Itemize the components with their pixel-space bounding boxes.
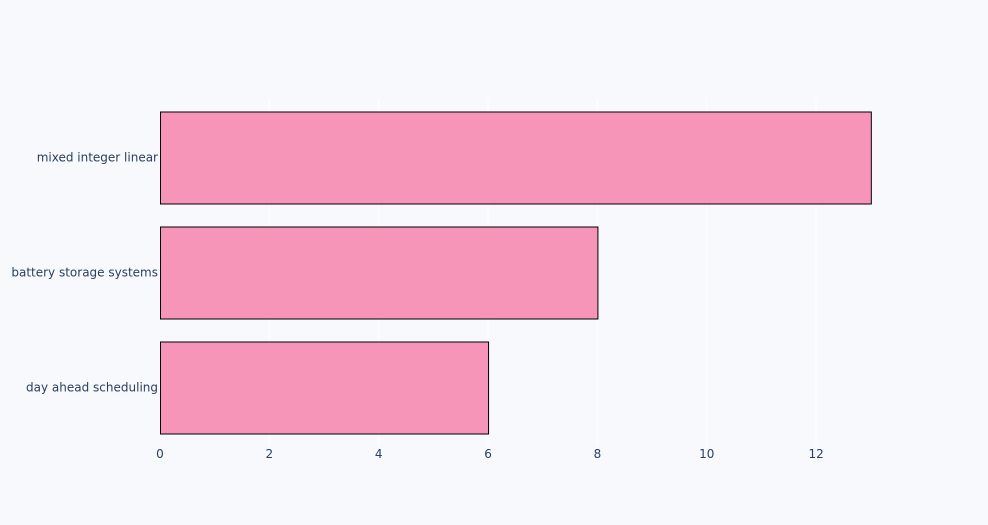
x-tick-label-2: 4 — [375, 447, 383, 461]
category-label-0: day ahead scheduling — [26, 381, 158, 395]
x-tick-label-1: 2 — [266, 447, 274, 461]
x-tick-label-5: 10 — [699, 447, 714, 461]
bar-2[interactable] — [160, 111, 872, 205]
value-axis: 0 2 4 6 8 10 12 — [156, 447, 824, 461]
category-label-2: mixed integer linear — [37, 151, 158, 165]
x-tick-label-3: 6 — [484, 447, 492, 461]
category-axis: day ahead scheduling battery storage syst… — [11, 151, 158, 395]
x-tick-label-4: 8 — [594, 447, 602, 461]
bar-0[interactable] — [160, 341, 490, 435]
category-label-1: battery storage systems — [11, 266, 158, 280]
x-tick-label-6: 12 — [808, 447, 823, 461]
x-tick-label-0: 0 — [156, 447, 164, 461]
bar-layer — [160, 111, 872, 435]
bar-1[interactable] — [160, 226, 599, 320]
